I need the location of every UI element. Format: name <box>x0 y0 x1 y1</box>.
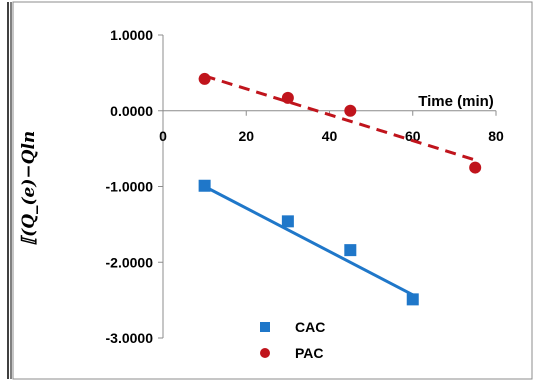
y-tick-label: 0.0000 <box>110 103 153 119</box>
chart-frame <box>12 1 533 380</box>
legend-label-pac: PAC <box>295 345 324 361</box>
y-axis-title: ⟦(Q_(e)−Qln <box>19 131 39 246</box>
x-tick-label: 40 <box>322 128 338 144</box>
y-tick-label: -1.0000 <box>106 179 154 195</box>
x-tick-label: 80 <box>488 128 504 144</box>
x-tick-label: 0 <box>159 128 167 144</box>
data-point-cac <box>344 244 357 257</box>
trendline-pac <box>204 74 476 162</box>
data-point-cac <box>281 215 294 228</box>
y-tick-label: 1.0000 <box>110 27 153 43</box>
trendline-cac <box>203 185 414 297</box>
x-axis-title: Time (min) <box>418 93 494 110</box>
x-tick-label: 20 <box>238 128 254 144</box>
x-tick-label: 60 <box>405 128 421 144</box>
data-point-pac <box>469 161 482 174</box>
data-point-cac <box>406 293 419 306</box>
data-point-pac <box>344 104 357 117</box>
legend-label-cac: CAC <box>295 319 325 335</box>
legend-marker-pac <box>260 348 270 358</box>
legend-marker-cac <box>260 322 270 332</box>
y-tick-label: -3.0000 <box>106 330 154 346</box>
data-point-pac <box>281 91 294 104</box>
y-tick-label: -2.0000 <box>106 254 154 270</box>
data-point-pac <box>198 72 211 85</box>
data-point-cac <box>198 179 211 192</box>
